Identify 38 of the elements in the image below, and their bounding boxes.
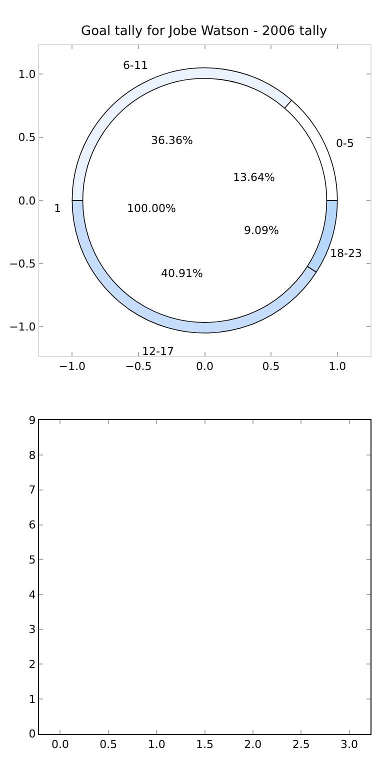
y-tick-label: 1.0 (18, 68, 36, 82)
x-tick-label: 3.0 (340, 738, 358, 752)
x-tick-label: 1.0 (328, 360, 346, 373)
x-tick-label: −0.5 (125, 360, 152, 373)
x-tick-label: 0.5 (100, 738, 118, 752)
data-label: 40.91% (161, 267, 203, 280)
y-tick-label: 4 (28, 588, 36, 602)
x-tick-label: 2.5 (292, 738, 310, 752)
x-tick-label: 0.5 (262, 360, 280, 373)
slice-label: 12-17 (142, 345, 174, 358)
y-tick-label: 0.5 (18, 131, 36, 144)
data-label: 36.36% (151, 134, 193, 147)
y-tick-label: 0.0 (18, 194, 36, 208)
data-label: 13.64% (233, 171, 275, 184)
y-tick-label: 2 (28, 658, 36, 672)
y-tick-label: 1 (28, 692, 36, 706)
y-tick-label: 8 (28, 448, 36, 462)
y-tick-label: 5 (28, 553, 36, 566)
y-tick-label: 9 (28, 414, 36, 428)
y-tick-label: −1.0 (9, 320, 36, 334)
chart-title: Goal tally for Jobe Watson - 2006 tally (81, 24, 328, 39)
annotation: 100.00% (127, 202, 176, 215)
x-tick-label: 1.5 (196, 738, 214, 752)
y-tick-label: 6 (28, 518, 36, 532)
y-tick-label: −0.5 (9, 257, 36, 270)
y-tick-label: 7 (28, 484, 36, 497)
slice-label: 6-11 (123, 59, 148, 72)
x-tick-label: 0.0 (51, 738, 69, 752)
annotation: 1 (54, 202, 61, 215)
x-tick-label: −1.0 (58, 360, 86, 373)
y-tick-label: 3 (28, 623, 36, 636)
x-tick-label: 1.0 (148, 738, 166, 752)
x-tick-label: 2.0 (244, 738, 262, 752)
data-label: 9.09% (244, 224, 279, 237)
slice-label: 18-23 (330, 247, 362, 260)
y-tick-label: 0 (28, 728, 36, 741)
x-tick-label: 0.0 (196, 360, 214, 373)
slice-label: 0-5 (336, 137, 354, 150)
